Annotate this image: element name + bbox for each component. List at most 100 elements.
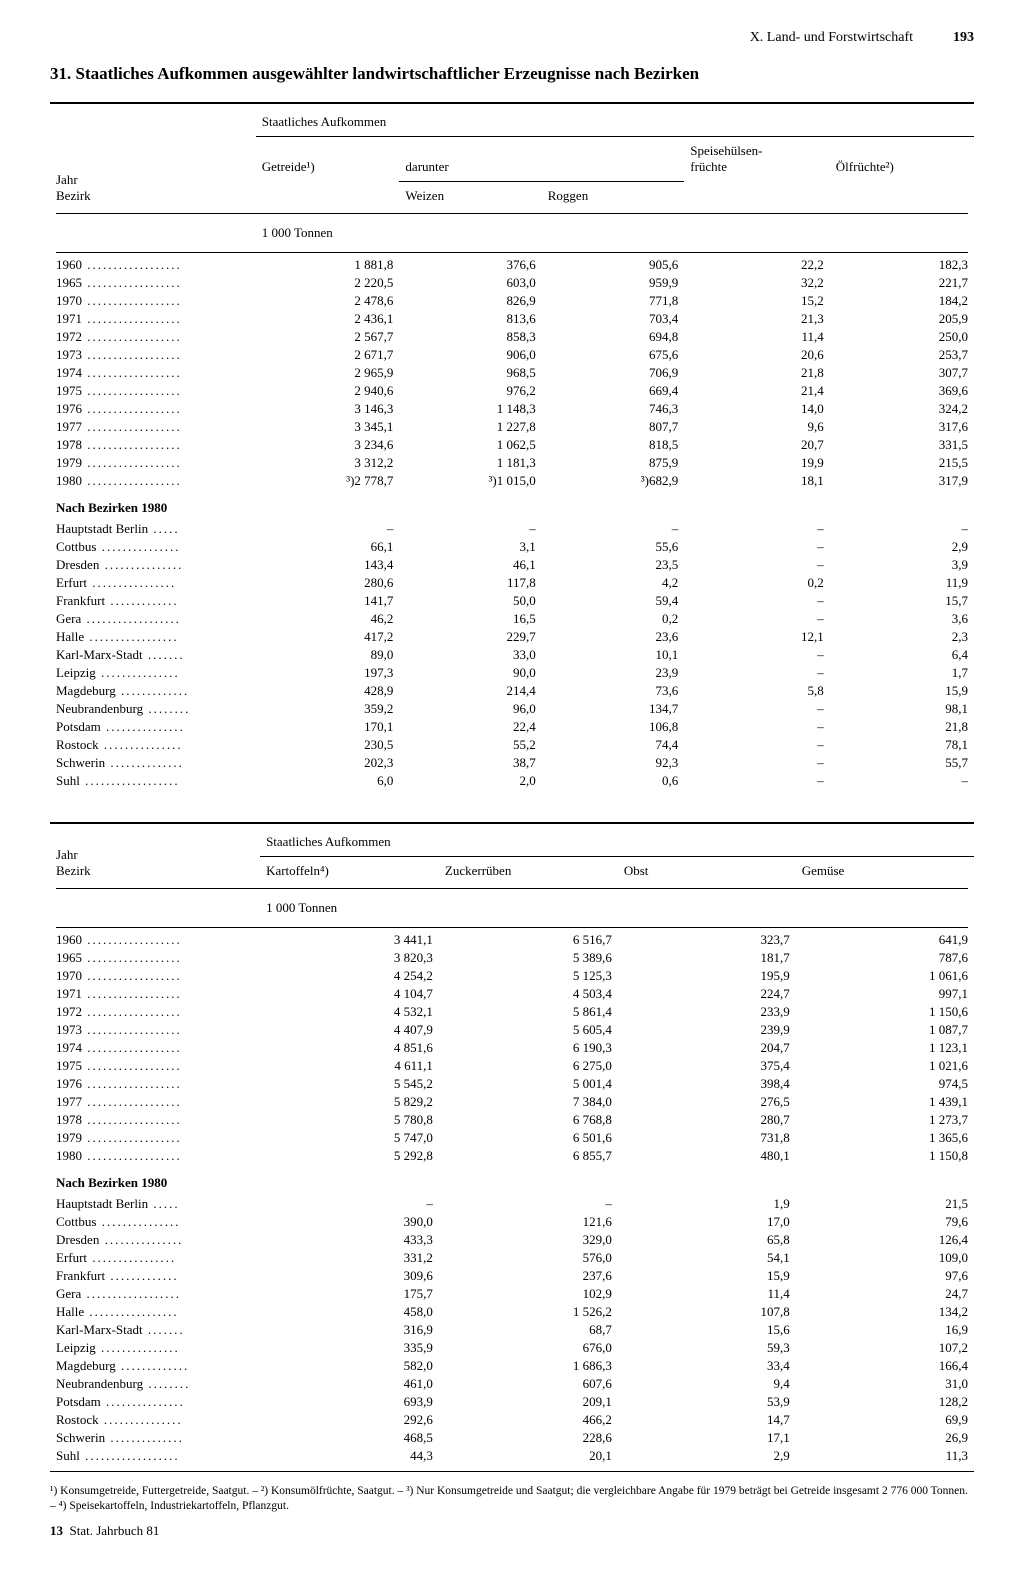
table-row: 1960 ..................3 441,16 516,7323…: [50, 931, 974, 949]
row-label: Rostock ...............: [50, 736, 256, 754]
cell: 237,6: [439, 1267, 618, 1285]
cell: 54,1: [618, 1249, 796, 1267]
cell: 117,8: [399, 574, 541, 592]
cell: 182,3: [830, 256, 974, 274]
cell: 331,5: [830, 436, 974, 454]
row-label: Erfurt ................: [50, 1249, 260, 1267]
cell: 5,8: [684, 682, 830, 700]
cell: 675,6: [542, 346, 685, 364]
row-label: 1971 ..................: [50, 310, 256, 328]
cell: 170,1: [256, 718, 400, 736]
table-row: 1972 ..................4 532,15 861,4233…: [50, 1003, 974, 1021]
cell: 106,8: [542, 718, 685, 736]
table-row: Suhl ..................44,320,12,911,3: [50, 1447, 974, 1465]
cell: 607,6: [439, 1375, 618, 1393]
cell: 4 407,9: [260, 1021, 439, 1039]
footer-num: 13: [50, 1523, 63, 1538]
row-label: 1965 ..................: [50, 274, 256, 292]
table-row: 1971 ..................4 104,74 503,4224…: [50, 985, 974, 1003]
cell: 5 001,4: [439, 1075, 618, 1093]
row-label: Neubrandenburg ........: [50, 700, 256, 718]
row-label: Karl-Marx-Stadt .......: [50, 646, 256, 664]
cell: 375,4: [618, 1057, 796, 1075]
cell: 480,1: [618, 1147, 796, 1165]
cell: 905,6: [542, 256, 685, 274]
table-row: Karl-Marx-Stadt .......316,968,715,616,9: [50, 1321, 974, 1339]
row-label: 1977 ..................: [50, 1093, 260, 1111]
cell: 21,3: [684, 310, 830, 328]
cell: 21,5: [796, 1195, 974, 1213]
cell: 102,9: [439, 1285, 618, 1303]
row-label: Suhl ..................: [50, 1447, 260, 1465]
cell: 706,9: [542, 364, 685, 382]
col-header: darunter: [399, 137, 684, 182]
table-row: Neubrandenburg ........461,0607,69,431,0: [50, 1375, 974, 1393]
cell: 96,0: [399, 700, 541, 718]
row-label: Frankfurt .............: [50, 1267, 260, 1285]
cell: 359,2: [256, 700, 400, 718]
row-label: Leipzig ...............: [50, 1339, 260, 1357]
footnotes: ¹) Konsumgetreide, Futtergetreide, Saatg…: [50, 1484, 974, 1515]
table-row: 1979 ..................3 312,21 181,3875…: [50, 454, 974, 472]
unit-label: 1 000 Tonnen: [260, 892, 974, 924]
table-row: 1973 ..................2 671,7906,0675,6…: [50, 346, 974, 364]
cell: 11,3: [796, 1447, 974, 1465]
cell: 33,4: [618, 1357, 796, 1375]
cell: –: [684, 664, 830, 682]
cell: 997,1: [796, 985, 974, 1003]
cell: 292,6: [260, 1411, 439, 1429]
cell: 6 275,0: [439, 1057, 618, 1075]
cell: 1 273,7: [796, 1111, 974, 1129]
cell: 197,3: [256, 664, 400, 682]
table-row: Cottbus ...............66,13,155,6–2,9: [50, 538, 974, 556]
col-header: Zuckerrüben: [439, 856, 618, 885]
cell: 858,3: [399, 328, 541, 346]
cell: 14,7: [618, 1411, 796, 1429]
cell: ³)2 778,7: [256, 472, 400, 490]
table-1: Jahr Bezirk Staatliches Aufkommen Getrei…: [50, 108, 974, 790]
row-label: 1973 ..................: [50, 346, 256, 364]
cell: 458,0: [260, 1303, 439, 1321]
cell: –: [684, 718, 830, 736]
cell: 90,0: [399, 664, 541, 682]
row-label: Leipzig ...............: [50, 664, 256, 682]
row-label: 1974 ..................: [50, 1039, 260, 1057]
cell: 3 820,3: [260, 949, 439, 967]
table-row: Rostock ...............230,555,274,4–78,…: [50, 736, 974, 754]
cell: 6 516,7: [439, 931, 618, 949]
cell: 184,2: [830, 292, 974, 310]
cell: 331,2: [260, 1249, 439, 1267]
cell: 1,7: [830, 664, 974, 682]
col-header: Gemüse: [796, 856, 974, 885]
cell: 20,6: [684, 346, 830, 364]
cell: 280,6: [256, 574, 400, 592]
cell: 205,9: [830, 310, 974, 328]
table-row: Schwerin ..............202,338,792,3–55,…: [50, 754, 974, 772]
cell: –: [684, 754, 830, 772]
row-label: 1978 ..................: [50, 1111, 260, 1129]
cell: 15,2: [684, 292, 830, 310]
cell: 107,2: [796, 1339, 974, 1357]
cell: 5 780,8: [260, 1111, 439, 1129]
rule: [50, 1471, 974, 1472]
span-header: Staatliches Aufkommen: [256, 108, 974, 137]
cell: 224,7: [618, 985, 796, 1003]
cell: 2 220,5: [256, 274, 400, 292]
cell: 1 881,8: [256, 256, 400, 274]
cell: 2,9: [618, 1447, 796, 1465]
cell: 433,3: [260, 1231, 439, 1249]
cell: 5 125,3: [439, 967, 618, 985]
cell: 2 478,6: [256, 292, 400, 310]
table-row: Leipzig ...............335,9676,059,3107…: [50, 1339, 974, 1357]
cell: 5 861,4: [439, 1003, 618, 1021]
cell: 22,2: [684, 256, 830, 274]
cell: 250,0: [830, 328, 974, 346]
table-row: Halle .................417,2229,723,612,…: [50, 628, 974, 646]
table-row: Hauptstadt Berlin .....–––––: [50, 520, 974, 538]
row-label: 1976 ..................: [50, 1075, 260, 1093]
cell: 181,7: [618, 949, 796, 967]
cell: 1 150,8: [796, 1147, 974, 1165]
cell: 4 851,6: [260, 1039, 439, 1057]
row-label: 1979 ..................: [50, 454, 256, 472]
cell: 65,8: [618, 1231, 796, 1249]
